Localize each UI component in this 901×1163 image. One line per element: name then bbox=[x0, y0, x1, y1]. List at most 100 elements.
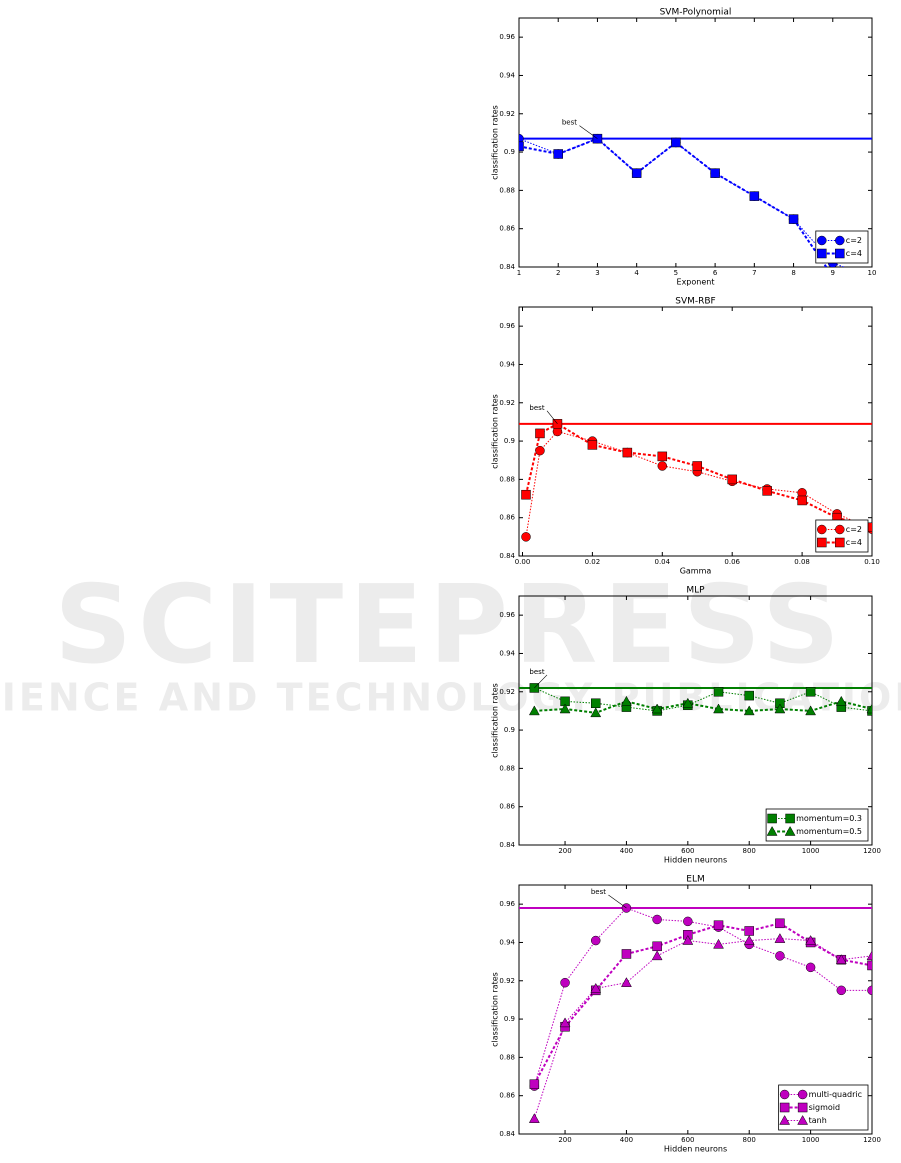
marker bbox=[713, 703, 724, 714]
legend-label: c=4 bbox=[846, 249, 862, 258]
marker bbox=[590, 935, 601, 946]
marker bbox=[743, 705, 755, 716]
marker bbox=[587, 440, 598, 450]
marker bbox=[651, 703, 663, 714]
marker bbox=[775, 918, 785, 929]
legend-label: c=2 bbox=[846, 525, 862, 534]
plot-area bbox=[518, 595, 873, 846]
marker bbox=[519, 141, 524, 152]
legend-marker bbox=[817, 537, 827, 548]
marker bbox=[560, 977, 570, 988]
y-tick-label: 0.86 bbox=[499, 225, 515, 233]
y-tick-label: 0.88 bbox=[499, 475, 515, 483]
plot-content bbox=[519, 133, 872, 267]
marker bbox=[805, 687, 816, 697]
series-line bbox=[534, 687, 872, 712]
legend-label: c=2 bbox=[846, 236, 862, 245]
legend-label: sigmoid bbox=[809, 1103, 840, 1112]
legend-marker bbox=[797, 1102, 808, 1113]
x-tick-label: 0.02 bbox=[585, 558, 601, 566]
x-tick-label: 3 bbox=[595, 269, 599, 277]
y-tick-label: 0.86 bbox=[499, 1092, 515, 1100]
legend-marker bbox=[766, 825, 778, 836]
marker bbox=[521, 489, 531, 500]
marker bbox=[621, 949, 632, 959]
chart-title: MLP bbox=[686, 586, 705, 596]
y-tick-label: 0.92 bbox=[499, 399, 515, 407]
plot-area bbox=[518, 17, 873, 268]
x-tick-label: 600 bbox=[681, 1136, 694, 1144]
marker bbox=[713, 920, 724, 930]
plot-area bbox=[518, 884, 873, 1135]
chart-title: SVM-RBF bbox=[675, 297, 716, 307]
series-line bbox=[533, 922, 872, 1085]
watermark-subtitle: SCIENCE AND TECHNOLOGY PUBLICATIONS bbox=[0, 676, 901, 720]
y-axis-label: classification rates bbox=[491, 105, 500, 180]
marker bbox=[535, 428, 545, 439]
marker bbox=[744, 690, 754, 701]
legend-marker bbox=[797, 1089, 808, 1100]
legend: multi-quadric sigmoid tanh bbox=[778, 1084, 869, 1131]
x-tick-label: 8 bbox=[791, 269, 795, 277]
legend-label: momentum=0.3 bbox=[796, 814, 862, 823]
chart-title: SVM-Polynomial bbox=[660, 8, 732, 18]
x-tick-label: 400 bbox=[620, 1136, 633, 1144]
marker bbox=[713, 938, 724, 949]
x-tick-label: 9 bbox=[831, 269, 835, 277]
legend: c=2c=4 bbox=[815, 230, 869, 264]
plot-area bbox=[518, 306, 873, 557]
x-tick-label: 200 bbox=[558, 1136, 571, 1144]
y-tick-label: 0.96 bbox=[499, 611, 515, 619]
marker bbox=[559, 703, 571, 714]
marker bbox=[788, 214, 799, 224]
marker bbox=[590, 707, 602, 718]
marker bbox=[671, 137, 681, 148]
marker bbox=[692, 461, 702, 471]
marker bbox=[651, 950, 663, 961]
y-tick-label: 0.92 bbox=[499, 110, 515, 118]
series-line bbox=[534, 700, 872, 714]
annotation-arrow bbox=[579, 125, 598, 139]
marker bbox=[805, 962, 816, 973]
marker bbox=[743, 935, 755, 945]
chart-panel: SVM-Polynomial Exponent classification rat… bbox=[491, 8, 877, 287]
legend: c=2c=4 bbox=[815, 519, 869, 553]
marker bbox=[866, 950, 872, 961]
marker bbox=[836, 985, 847, 996]
marker bbox=[866, 703, 872, 714]
y-tick-label: 0.9 bbox=[504, 437, 515, 445]
x-tick-label: 0.06 bbox=[724, 558, 740, 566]
x-tick-label: 0.10 bbox=[864, 558, 880, 566]
annotation-arrow bbox=[608, 894, 627, 909]
legend-marker bbox=[835, 235, 845, 246]
x-tick-label: 6 bbox=[713, 269, 718, 277]
marker bbox=[622, 447, 633, 458]
marker bbox=[805, 705, 817, 716]
x-tick-label: 1000 bbox=[802, 847, 820, 855]
marker bbox=[727, 474, 737, 485]
x-axis-label: Hidden neurons bbox=[664, 856, 727, 865]
x-tick-label: 7 bbox=[752, 269, 756, 277]
marker bbox=[652, 941, 662, 952]
marker bbox=[774, 933, 786, 943]
y-tick-label: 0.94 bbox=[499, 938, 515, 946]
chart-panel: ELM Hidden neurons classification rates 0.8… bbox=[491, 875, 881, 1154]
x-tick-label: 5 bbox=[674, 269, 678, 277]
annotation-arrow bbox=[534, 674, 548, 689]
y-tick-label: 0.94 bbox=[499, 649, 515, 657]
marker bbox=[528, 705, 540, 716]
marker bbox=[762, 486, 772, 496]
x-tick-label: 800 bbox=[743, 847, 756, 855]
marker bbox=[867, 960, 872, 971]
legend-label: tanh bbox=[809, 1116, 827, 1125]
y-tick-label: 0.84 bbox=[499, 1130, 515, 1138]
x-tick-label: 400 bbox=[620, 847, 633, 855]
y-tick-label: 0.86 bbox=[499, 803, 515, 811]
x-tick-label: 10 bbox=[868, 269, 877, 277]
series-line bbox=[525, 422, 872, 529]
legend-label: momentum=0.5 bbox=[796, 827, 862, 836]
y-tick-label: 0.86 bbox=[499, 514, 515, 522]
marker bbox=[744, 926, 754, 936]
y-axis-label: classification rates bbox=[491, 683, 500, 758]
watermark-title: SCITEPRESS bbox=[54, 563, 845, 688]
